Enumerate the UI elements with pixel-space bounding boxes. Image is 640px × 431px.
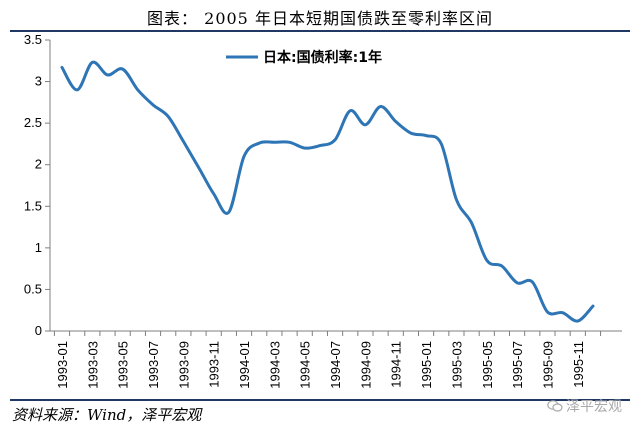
x-tick-label: 1993-11 bbox=[207, 341, 222, 388]
x-tick-label: 1993-01 bbox=[55, 341, 70, 389]
x-tick-label: 1995-07 bbox=[510, 341, 525, 389]
chart-series bbox=[60, 60, 595, 323]
series-line-japan-1y-yield bbox=[60, 60, 595, 323]
watermark-text: 泽平宏观 bbox=[566, 399, 622, 415]
x-tick-label: 1994-05 bbox=[298, 341, 313, 389]
y-axis-ticks: 0 0.5 1 1.5 2 2.5 3 3.5 bbox=[24, 32, 50, 338]
y-tick-label: 1 bbox=[35, 240, 42, 255]
x-tick-label: 1995-01 bbox=[419, 341, 434, 389]
x-tick-label: 1995-03 bbox=[449, 341, 464, 389]
y-tick-label: 3.5 bbox=[24, 32, 42, 47]
x-tick-label: 1993-03 bbox=[85, 341, 100, 389]
x-axis-ticks: 1993-01 1993-03 1993-05 1993-07 1993-09 1993-… bbox=[53, 331, 602, 389]
x-tick-label: 1994-07 bbox=[328, 341, 343, 389]
source-note: 资料来源：Wind，泽平宏观 bbox=[12, 406, 202, 424]
y-tick-label: 3 bbox=[35, 74, 42, 89]
wechat-icon bbox=[547, 400, 563, 412]
x-tick-label: 1993-09 bbox=[176, 341, 191, 389]
y-tick-label: 0.5 bbox=[24, 281, 42, 296]
figure-title: 图表： 2005 年日本短期国债跌至零利率区间 bbox=[147, 9, 493, 28]
chart-legend: 日本:国债利率:1年 bbox=[226, 49, 382, 66]
y-tick-label: 1.5 bbox=[24, 198, 42, 213]
y-tick-label: 0 bbox=[35, 323, 42, 338]
x-tick-label: 1993-07 bbox=[146, 341, 161, 389]
line-chart: 00.511.522.533.5 1993-01 1993-03 1993-05 19… bbox=[24, 32, 622, 389]
x-tick-label: 1994-11 bbox=[389, 341, 404, 388]
watermark: 泽平宏观 bbox=[547, 396, 622, 416]
x-tick-label: 1994-03 bbox=[267, 341, 282, 389]
x-tick-label: 1995-05 bbox=[480, 341, 495, 389]
x-tick-label: 1993-05 bbox=[116, 341, 131, 389]
x-tick-label: 1995-11 bbox=[571, 341, 586, 388]
title-divider bbox=[10, 30, 630, 32]
legend-label: 日本:国债利率:1年 bbox=[263, 49, 382, 66]
x-tick-label: 1994-09 bbox=[358, 341, 373, 389]
y-tick-label: 2.5 bbox=[24, 115, 42, 130]
footer-divider bbox=[10, 399, 630, 401]
x-tick-label: 1995-09 bbox=[540, 341, 555, 389]
x-tick-label: 1994-01 bbox=[237, 341, 252, 389]
y-tick-label: 2 bbox=[35, 157, 42, 172]
